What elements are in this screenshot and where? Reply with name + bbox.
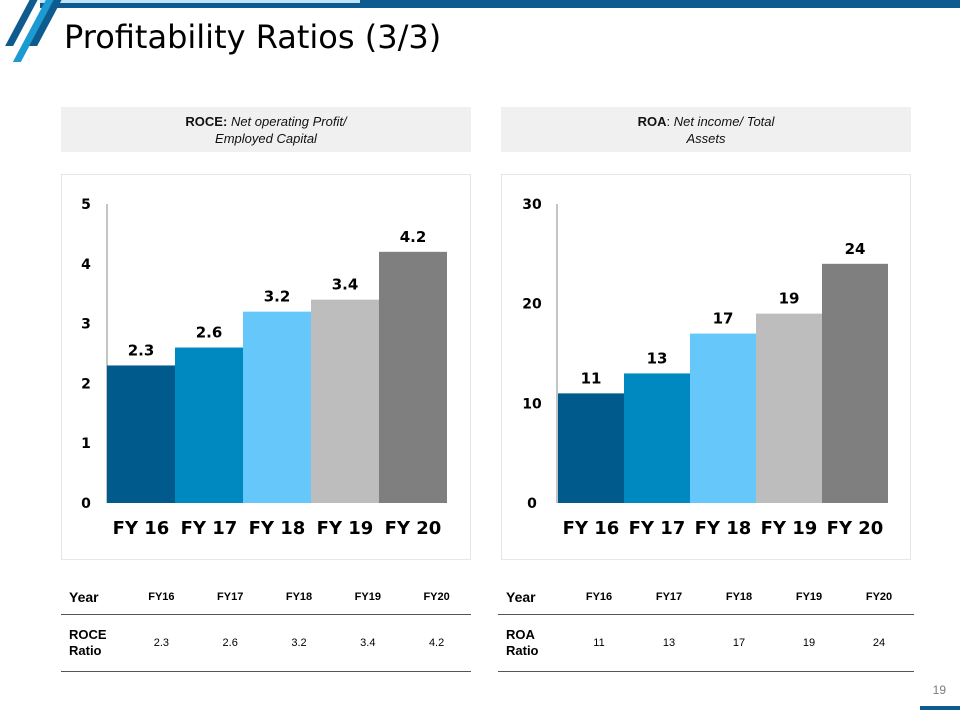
- data-label: 19: [779, 290, 800, 308]
- y-tick-label: 0: [527, 496, 537, 512]
- table-cell: 2.3: [127, 614, 196, 672]
- x-tick-label: FY 20: [385, 518, 442, 539]
- y-tick-label: 30: [522, 197, 542, 213]
- y-tick-label: 20: [522, 297, 542, 313]
- table-cell: 13: [634, 614, 704, 672]
- table-header-row: Year FY16 FY17 FY18 FY19 FY20: [498, 580, 914, 615]
- data-label: 4.2: [400, 228, 427, 246]
- roce-header-box: ROCE: Net operating Profit/ Employed Cap…: [61, 107, 471, 152]
- roa-header-bold: ROA: [637, 113, 667, 129]
- table-header-cell: Year: [498, 580, 564, 615]
- data-label: 2.3: [128, 341, 155, 359]
- table-cell: 11: [564, 614, 634, 672]
- roce-chart: 0 1 2 3 4 5 2.3 FY 16 2.6 FY 17 3.2 FY 18 3.4 FY 19 4.…: [81, 197, 447, 539]
- roa-header-sep: :: [666, 113, 671, 129]
- table-row: ROA Ratio 11 13 17 19 24: [498, 614, 914, 672]
- top-accent-bar-light: [40, 0, 360, 3]
- table-header-cell: FY18: [264, 580, 334, 615]
- roce-header-italic-2: Employed Capital: [215, 130, 317, 146]
- data-label: 11: [581, 369, 602, 387]
- data-label: 2.6: [196, 324, 223, 342]
- y-tick-label: 3: [81, 317, 91, 333]
- page-title: Profitability Ratios (3/3): [64, 18, 442, 56]
- y-tick-label: 4: [81, 257, 91, 273]
- y-tick-label: 0: [81, 496, 91, 512]
- table-row: ROCE Ratio 2.3 2.6 3.2 3.4 4.2: [61, 614, 471, 672]
- roa-header-italic-1: Net income/ Total: [673, 113, 775, 129]
- bar: [690, 333, 756, 503]
- table-cell: 4.2: [402, 614, 471, 672]
- roce-header-italic-1: Net operating Profit/: [230, 113, 347, 129]
- table-header-cell: FY17: [634, 580, 704, 615]
- y-tick-label: 1: [81, 436, 91, 452]
- data-label: 3.2: [264, 288, 291, 306]
- x-tick-label: FY 18: [249, 518, 306, 539]
- bar: [107, 365, 175, 503]
- x-tick-label: FY 19: [761, 518, 818, 539]
- bar: [624, 373, 690, 503]
- table-header-cell: Year: [61, 580, 127, 615]
- roa-chart: 0 10 20 30 11 FY 16 13 FY 17 17 FY 18 19 FY 19 24 FY …: [522, 197, 888, 539]
- data-label: 3.4: [332, 276, 359, 294]
- bar: [175, 347, 243, 503]
- bar: [558, 393, 624, 503]
- x-tick-label: FY 17: [181, 518, 238, 539]
- table-cell: 2.6: [195, 614, 265, 672]
- bar: [822, 263, 888, 503]
- roce-header-bold: ROCE:: [185, 113, 228, 129]
- page-number-accent: [920, 706, 960, 710]
- table-header-cell: FY19: [333, 580, 403, 615]
- data-label: 13: [647, 349, 668, 367]
- roce-chart-panel: 0 1 2 3 4 5 2.3 FY 16 2.6 FY 17 3.2 FY 18 3.4 FY 19 4.…: [61, 174, 471, 560]
- bar: [311, 299, 379, 503]
- x-tick-label: FY 16: [113, 518, 170, 539]
- table-header-cell: FY20: [402, 580, 471, 615]
- table-cell: 24: [844, 614, 914, 672]
- x-tick-label: FY 20: [827, 518, 884, 539]
- bar: [379, 251, 447, 503]
- table-header-cell: FY16: [127, 580, 196, 615]
- roa-header-italic-2: Assets: [686, 130, 726, 146]
- x-tick-label: FY 16: [563, 518, 620, 539]
- table-row-label: ROA Ratio: [498, 614, 564, 672]
- data-label: 17: [713, 310, 734, 328]
- table-cell: 17: [704, 614, 774, 672]
- top-accent-bar: [40, 0, 960, 8]
- y-tick-label: 2: [81, 376, 91, 392]
- table-header-cell: FY19: [774, 580, 844, 615]
- table-cell: 3.4: [333, 614, 403, 672]
- y-tick-label: 5: [81, 197, 91, 213]
- roa-header-box: ROA: Net income/ Total Assets: [501, 107, 911, 152]
- y-tick-label: 10: [522, 396, 542, 412]
- table-cell: 3.2: [264, 614, 334, 672]
- table-cell: 19: [774, 614, 844, 672]
- bar: [756, 313, 822, 503]
- bar: [243, 311, 311, 503]
- table-row-label: ROCE Ratio: [61, 614, 127, 672]
- roa-table: Year FY16 FY17 FY18 FY19 FY20 ROA Ratio 1…: [498, 580, 914, 672]
- roce-table: Year FY16 FY17 FY18 FY19 FY20 ROCE Ratio …: [61, 580, 471, 672]
- page-number: 19: [932, 683, 946, 697]
- x-tick-label: FY 17: [629, 518, 686, 539]
- table-header-cell: FY20: [844, 580, 914, 615]
- table-header-row: Year FY16 FY17 FY18 FY19 FY20: [61, 580, 471, 615]
- x-tick-label: FY 18: [695, 518, 752, 539]
- table-header-cell: FY17: [195, 580, 265, 615]
- roa-chart-panel: 0 10 20 30 11 FY 16 13 FY 17 17 FY 18 19 FY 19 24 FY …: [501, 174, 911, 560]
- table-header-cell: FY16: [564, 580, 634, 615]
- data-label: 24: [845, 240, 866, 258]
- table-header-cell: FY18: [704, 580, 774, 615]
- x-tick-label: FY 19: [317, 518, 374, 539]
